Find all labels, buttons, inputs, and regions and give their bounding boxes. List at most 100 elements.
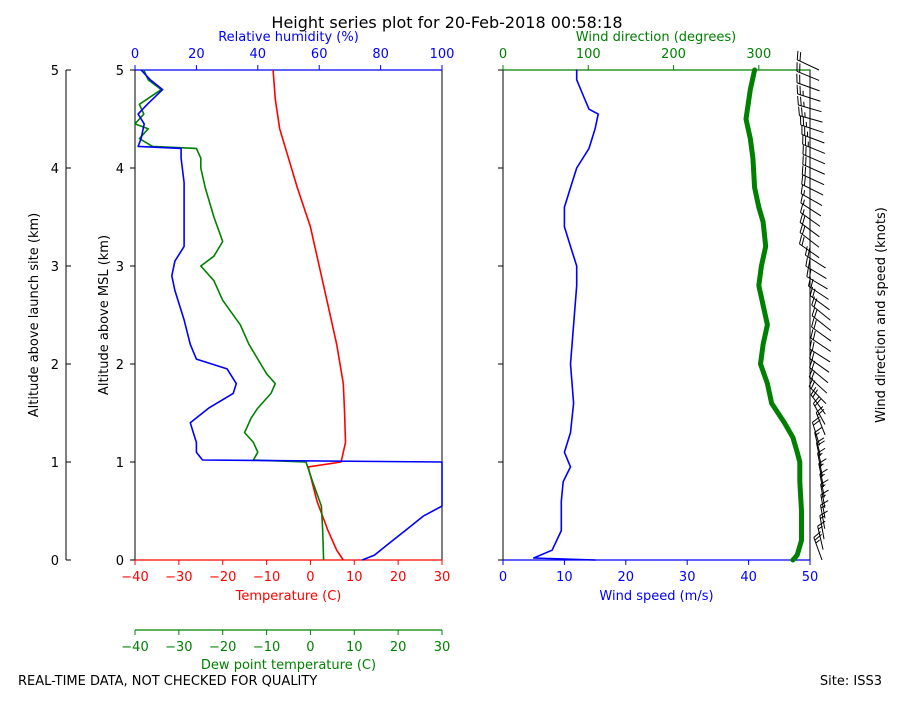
dewpoint-tick-label: −30: [165, 640, 192, 655]
dewpoint-tick-label: 20: [390, 640, 407, 655]
dewpoint-tick-label: −10: [253, 640, 280, 655]
inner-y-tick-label: 2: [116, 358, 124, 373]
barb-feather: [808, 248, 810, 257]
barb-staff: [812, 422, 819, 445]
barb-feather: [800, 224, 803, 233]
barb-feather: [800, 204, 802, 213]
thermo-frame: [135, 70, 442, 560]
humidity-tick-label: 80: [372, 47, 389, 62]
barb-feather: [805, 167, 806, 176]
wind-speed-tick-label: 10: [556, 570, 573, 585]
barb-feather: [806, 157, 807, 166]
temperature-line: [273, 70, 345, 560]
barb-staff: [803, 164, 825, 174]
wind_speed-line: [534, 70, 599, 560]
wind-barbs: Wind direction and speed (knots): [797, 51, 889, 560]
barb-feather: [801, 194, 803, 203]
humidity-tick-label: 100: [430, 47, 455, 62]
temperature-tick-label: −30: [165, 570, 192, 585]
humidity-tick-label: 60: [311, 47, 328, 62]
humidity-tick-label: 20: [188, 47, 205, 62]
outer-y-tick-label: 4: [51, 162, 59, 177]
temperature-tick-label: 20: [390, 570, 407, 585]
barb-feather: [821, 495, 825, 498]
humidity-line: [138, 70, 442, 560]
barb-feather: [803, 209, 804, 214]
barb-feather: [803, 200, 804, 205]
barb-feather: [813, 331, 815, 340]
barb-staff: [801, 125, 824, 133]
barb-axis-label: Wind direction and speed (knots): [874, 207, 889, 423]
outer-y-tick-label: 5: [51, 64, 59, 79]
barb-staff: [799, 244, 819, 258]
barb-feather: [802, 226, 805, 235]
barb-feather: [807, 268, 809, 277]
wind-speed-tick-label: 0: [499, 570, 507, 585]
barb-feather: [799, 235, 801, 244]
barb-feather: [802, 107, 803, 116]
barb-feather: [806, 257, 808, 266]
barb-staff: [801, 194, 822, 206]
barb-feather: [801, 97, 802, 106]
barb-feather: [798, 96, 799, 105]
outer-y-tick-label: 1: [51, 456, 59, 471]
wind-direction-tick-label: 300: [746, 47, 771, 62]
humidity-tick-label: 0: [131, 47, 139, 62]
barb-feather: [802, 166, 803, 175]
humidity-axis-label: Relative humidity (%): [218, 30, 359, 45]
barb-feather: [803, 216, 805, 225]
barb-feather: [814, 309, 817, 318]
barb-feather: [812, 307, 815, 316]
wind-direction-tick-label: 0: [499, 47, 507, 62]
quality-disclaimer: REAL-TIME DATA, NOT CHECKED FOR QUALITY: [18, 674, 317, 689]
dewpoint-tick-label: 30: [434, 640, 451, 655]
wind-speed-tick-label: 30: [679, 570, 696, 585]
inner-y-tick-label: 1: [116, 456, 124, 471]
dewpoint-tick-label: 10: [346, 640, 363, 655]
barb-feather: [812, 351, 814, 360]
outer-y-tick-label: 2: [51, 358, 59, 373]
temperature-tick-label: −20: [209, 570, 236, 585]
dewpoint-axis-label: Dew point temperature (C): [201, 658, 376, 673]
wind-direction-tick-label: 200: [661, 47, 686, 62]
dewpoint-tick-label: −40: [121, 640, 148, 655]
barb-feather: [812, 342, 814, 351]
barb-staff: [802, 184, 823, 195]
wind-speed-tick-label: 40: [740, 570, 757, 585]
inner-y-tick-label: 4: [116, 162, 124, 177]
barb-feather: [811, 329, 813, 338]
site-label: Site: ISS3: [820, 674, 882, 689]
humidity-tick-label: 40: [250, 47, 267, 62]
wind-direction-tick-label: 100: [576, 47, 601, 62]
wind_direction-line: [746, 70, 802, 560]
temperature-tick-label: −40: [121, 570, 148, 585]
outer-y-tick-label: 3: [51, 260, 59, 275]
dewpoint-tick-label: 0: [306, 640, 314, 655]
barb-feather: [804, 190, 805, 195]
temperature-tick-label: −10: [253, 570, 280, 585]
barb-feather: [803, 155, 804, 164]
outer-y-tick-label: 0: [51, 554, 59, 569]
wind-direction-axis-label: Wind direction (degrees): [576, 30, 736, 45]
dewpoint-tick-label: −20: [209, 640, 236, 655]
barb-feather: [801, 185, 802, 194]
inner-y-tick-label: 3: [116, 260, 124, 275]
inner-altitude-axis-label: Altitude above MSL (km): [97, 235, 112, 395]
wind-speed-tick-label: 50: [802, 570, 819, 585]
barb-feather: [812, 318, 814, 327]
barb-staff: [797, 60, 819, 70]
temperature-tick-label: 0: [306, 570, 314, 585]
wind-speed-tick-label: 20: [618, 570, 635, 585]
temperature-tick-label: 30: [434, 570, 451, 585]
inner-y-tick-label: 5: [116, 64, 124, 79]
barb-feather: [800, 214, 802, 223]
barb-feather: [800, 52, 801, 61]
barb-feather: [816, 540, 820, 543]
temperature-axis-label: Temperature (C): [235, 589, 342, 604]
barb-feather: [804, 177, 805, 186]
barb-feather: [799, 107, 800, 116]
barb-feather: [797, 51, 798, 60]
